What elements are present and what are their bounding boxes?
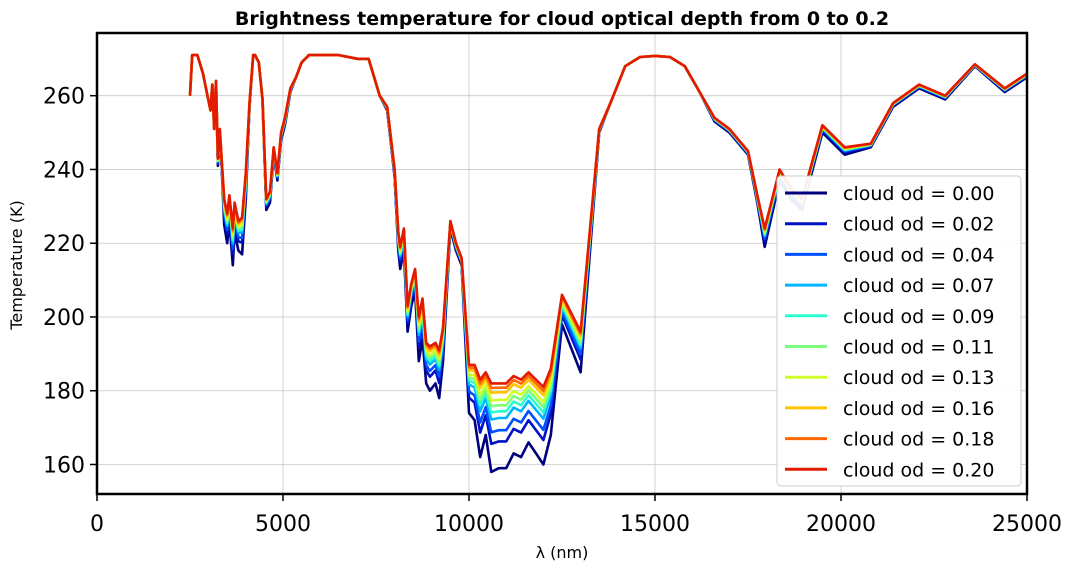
legend-label: cloud od = 0.18 — [843, 429, 994, 451]
y-tick-label: 260 — [43, 85, 85, 110]
plot-area-frame — [95, 31, 1029, 496]
legend-label: cloud od = 0.11 — [843, 337, 994, 359]
legend-label: cloud od = 0.04 — [843, 244, 994, 266]
legend-label: cloud od = 0.00 — [843, 183, 994, 205]
x-tick-label: 10000 — [434, 512, 504, 537]
x-tick-label: 25000 — [992, 512, 1062, 537]
x-tick-label: 5000 — [255, 512, 311, 537]
x-tick-label: 0 — [90, 512, 104, 537]
y-tick-label: 180 — [43, 380, 85, 405]
legend: cloud od = 0.00 cloud od = 0.02 cloud od =… — [776, 175, 1022, 487]
y-tick-label: 200 — [43, 306, 85, 331]
series-lines — [188, 53, 1028, 474]
axis-ticks: 0 5000 10000 15000 20000 25000 160 180 200 220 240… — [43, 85, 1062, 537]
legend-label: cloud od = 0.02 — [843, 214, 994, 236]
legend-label: cloud od = 0.07 — [843, 275, 994, 297]
y-axis-label: Temperature (K) — [7, 200, 26, 330]
legend-label: cloud od = 0.16 — [843, 398, 994, 420]
x-tick-label: 20000 — [806, 512, 876, 537]
legend-label: cloud od = 0.13 — [843, 367, 994, 389]
chart-title: Brightness temperature for cloud optical… — [235, 8, 889, 30]
legend-label: cloud od = 0.09 — [843, 306, 994, 328]
y-tick-label: 240 — [43, 158, 85, 183]
x-axis-label: λ (nm) — [536, 543, 589, 562]
legend-box — [776, 175, 1022, 487]
y-tick-label: 220 — [43, 232, 85, 257]
series-line-9 — [188, 53, 1028, 389]
legend-label: cloud od = 0.20 — [843, 459, 994, 481]
y-tick-label: 160 — [43, 453, 85, 478]
x-tick-label: 15000 — [620, 512, 690, 537]
